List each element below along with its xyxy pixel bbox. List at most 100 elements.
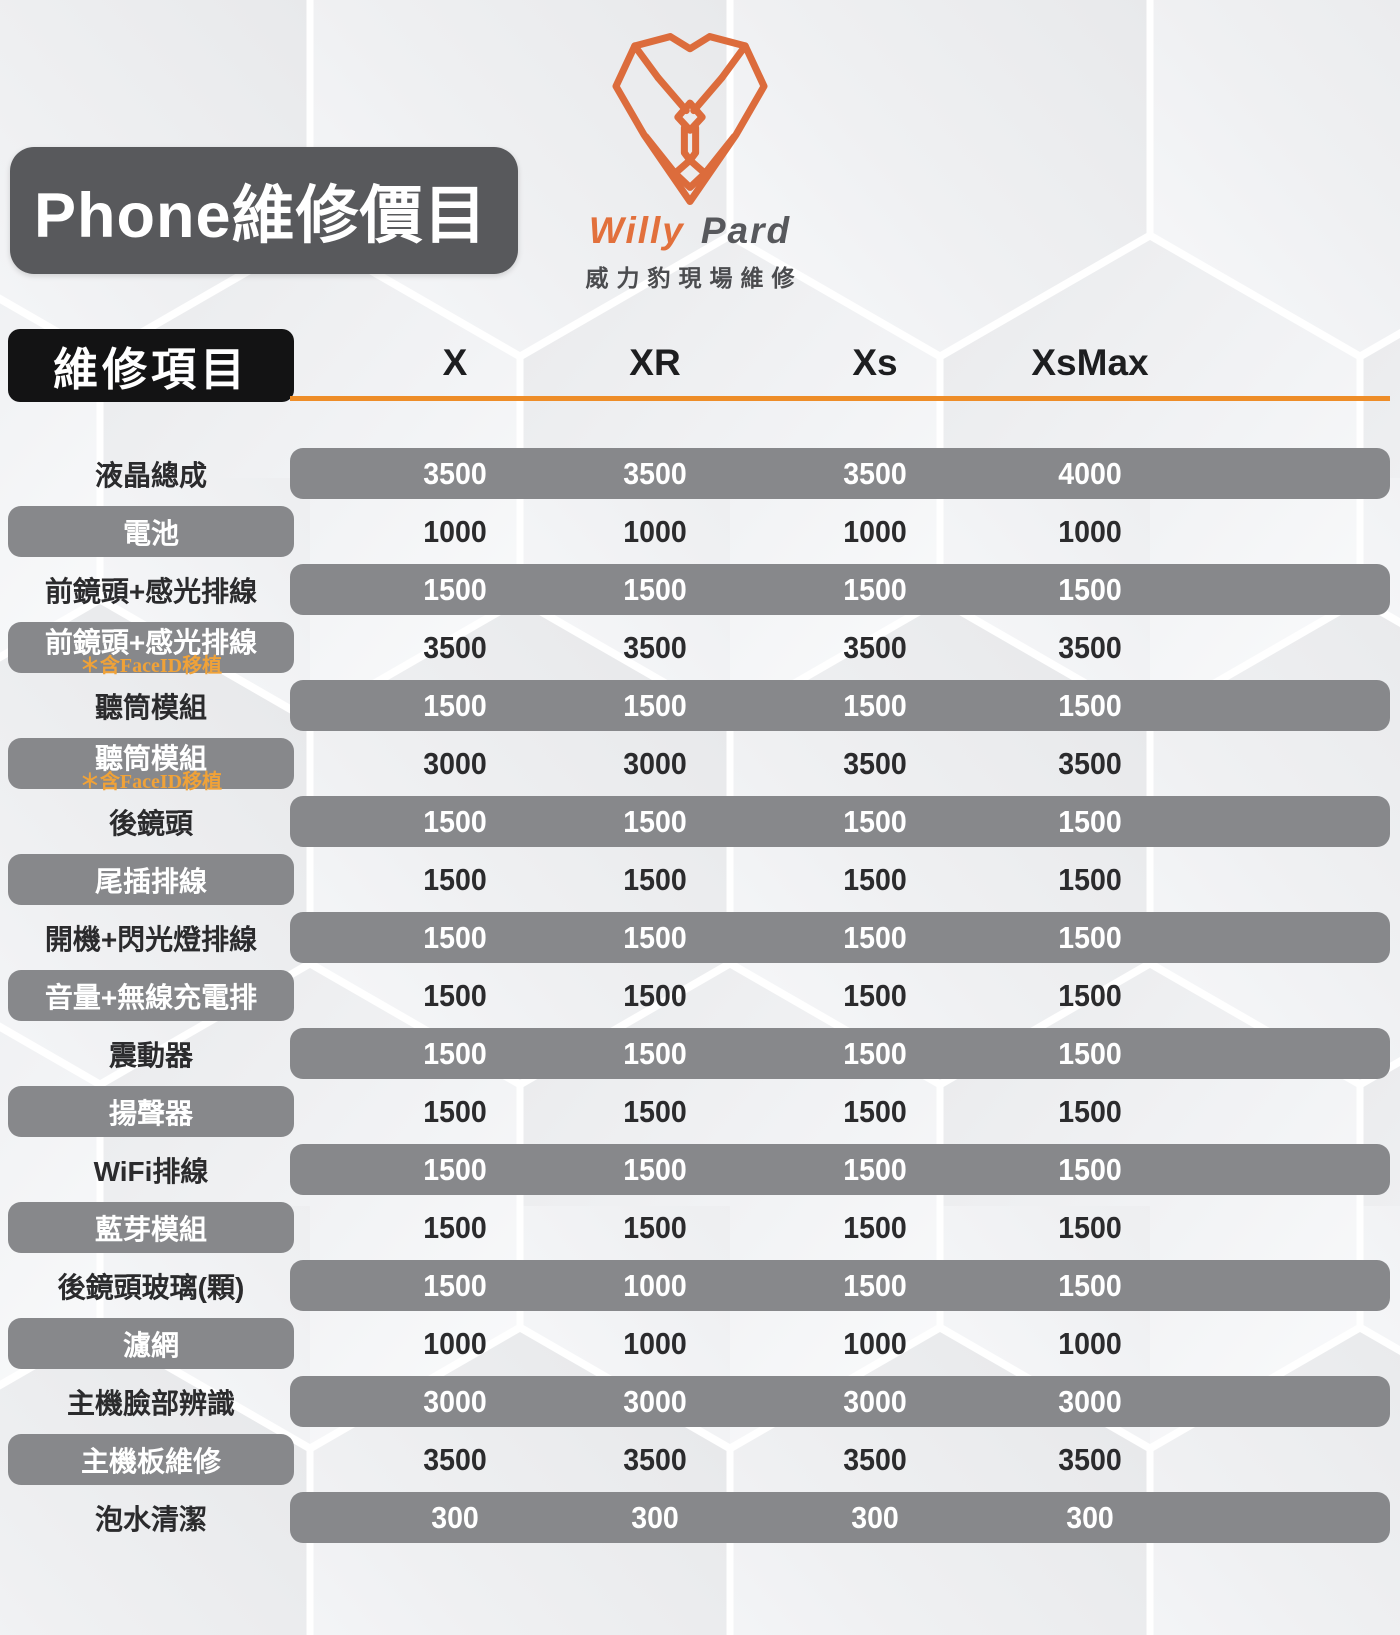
row-label-text: 震動器 <box>108 1039 193 1071</box>
price-value: 1500 <box>1058 687 1122 723</box>
price-value: 1500 <box>423 1151 487 1187</box>
row-label: 音量+無線充電排 <box>8 970 294 1021</box>
row-label: 液晶總成 <box>8 448 294 499</box>
row-label-text: 前鏡頭+感光排線 <box>44 575 258 607</box>
price-value: 1000 <box>1058 513 1122 549</box>
repair-items-header-box: 維修項目 <box>8 329 294 402</box>
price-value: 1500 <box>843 571 907 607</box>
price-value: 3500 <box>423 629 487 665</box>
row-label: 泡水清潔 <box>8 1492 294 1543</box>
price-value: 1500 <box>423 803 487 839</box>
row-label: 主機板維修 <box>8 1434 294 1485</box>
price-value: 1500 <box>623 977 687 1013</box>
price-value: 1500 <box>423 571 487 607</box>
row-label-text: 液晶總成 <box>94 459 207 491</box>
price-value: 300 <box>631 1499 679 1535</box>
price-value: 3000 <box>843 1383 907 1419</box>
price-value: 3000 <box>623 1383 687 1419</box>
row-value-band: 1500 1500 1500 1500 <box>290 796 1390 847</box>
price-value: 3500 <box>423 1441 487 1477</box>
price-value: 3000 <box>423 745 487 781</box>
price-value: 1500 <box>623 687 687 723</box>
brand-name: Willy Pard <box>555 210 825 252</box>
row-label: 前鏡頭+感光排線 ＊含FaceID移植 <box>8 622 294 677</box>
row-value-band: 3500 3500 3500 3500 <box>290 1434 1390 1485</box>
brand-name-second: Pard <box>700 210 792 251</box>
row-faceid-note: ＊含FaceID移植 <box>79 655 223 677</box>
header-divider-line <box>290 396 1390 401</box>
row-label-text: 音量+無線充電排 <box>44 981 258 1013</box>
price-value: 1500 <box>623 1151 687 1187</box>
row-value-band: 3000 3000 3500 3500 <box>290 738 1390 789</box>
price-value: 1000 <box>843 513 907 549</box>
row-label-text: 濾網 <box>122 1329 179 1361</box>
row-label-text: 藍芽模組 <box>94 1213 207 1245</box>
price-value: 1500 <box>843 861 907 897</box>
row-label-text: 揚聲器 <box>108 1097 193 1129</box>
price-value: 3500 <box>843 745 907 781</box>
row-label-text: 開機+閃光燈排線 <box>44 923 258 955</box>
row-faceid-note: ＊含FaceID移植 <box>79 771 223 793</box>
price-value: 1000 <box>423 513 487 549</box>
price-value: 1500 <box>623 861 687 897</box>
price-value: 1500 <box>843 1267 907 1303</box>
price-value: 1500 <box>843 1035 907 1071</box>
row-label-text: 泡水清潔 <box>94 1503 207 1535</box>
price-value: 300 <box>851 1499 899 1535</box>
price-value: 1500 <box>843 803 907 839</box>
row-label: 揚聲器 <box>8 1086 294 1137</box>
row-label-text: 前鏡頭+感光排線 <box>44 627 258 658</box>
row-value-band: 1500 1500 1500 1500 <box>290 1028 1390 1079</box>
price-value: 1500 <box>843 977 907 1013</box>
row-label-text: 聽筒模組 <box>94 691 207 723</box>
row-value-band: 1000 1000 1000 1000 <box>290 1318 1390 1369</box>
price-value: 1500 <box>1058 861 1122 897</box>
price-value: 3500 <box>623 455 687 491</box>
price-value: 1500 <box>1058 1035 1122 1071</box>
column-header-xr: XR <box>629 342 681 383</box>
price-value: 1500 <box>423 977 487 1013</box>
row-label: 藍芽模組 <box>8 1202 294 1253</box>
price-value: 3500 <box>1058 629 1122 665</box>
price-value: 1000 <box>843 1325 907 1361</box>
row-value-band: 1500 1500 1500 1500 <box>290 1086 1390 1137</box>
column-header-xs: Xs <box>852 342 898 383</box>
price-value: 3000 <box>1058 1383 1122 1419</box>
price-value: 1500 <box>623 571 687 607</box>
row-label: 聽筒模組 ＊含FaceID移植 <box>8 738 294 793</box>
brand-subtitle: 威力豹現場維修 <box>585 265 803 291</box>
page-title-box: Phone維修價目 <box>10 147 518 274</box>
price-value: 1000 <box>623 1267 687 1303</box>
row-label-text: WiFi排線 <box>93 1155 209 1187</box>
row-label: WiFi排線 <box>8 1144 294 1195</box>
row-label-text: 後鏡頭 <box>108 807 193 839</box>
price-value: 1500 <box>423 1093 487 1129</box>
row-label: 尾插排線 <box>8 854 294 905</box>
row-label: 主機臉部辨識 <box>8 1376 294 1427</box>
price-value: 3500 <box>1058 745 1122 781</box>
price-value: 1500 <box>843 687 907 723</box>
row-label: 聽筒模組 <box>8 680 294 731</box>
price-value: 1500 <box>423 1209 487 1245</box>
price-value: 1500 <box>843 919 907 955</box>
price-value: 3000 <box>423 1383 487 1419</box>
price-value: 1500 <box>423 1035 487 1071</box>
row-label: 濾網 <box>8 1318 294 1369</box>
price-value: 1500 <box>423 861 487 897</box>
price-value: 1500 <box>843 1209 907 1245</box>
price-value: 1500 <box>1058 1151 1122 1187</box>
price-value: 1000 <box>423 1325 487 1361</box>
price-value: 1500 <box>1058 803 1122 839</box>
price-value: 1500 <box>843 1093 907 1129</box>
price-value: 3500 <box>843 1441 907 1477</box>
row-value-band: 1500 1500 1500 1500 <box>290 970 1390 1021</box>
price-value: 3500 <box>423 455 487 491</box>
price-value: 1500 <box>623 919 687 955</box>
price-value: 300 <box>431 1499 479 1535</box>
row-value-band: 1500 1500 1500 1500 <box>290 680 1390 731</box>
price-value: 3500 <box>843 629 907 665</box>
price-value: 3500 <box>623 1441 687 1477</box>
price-value: 1500 <box>623 803 687 839</box>
price-value: 1500 <box>1058 571 1122 607</box>
